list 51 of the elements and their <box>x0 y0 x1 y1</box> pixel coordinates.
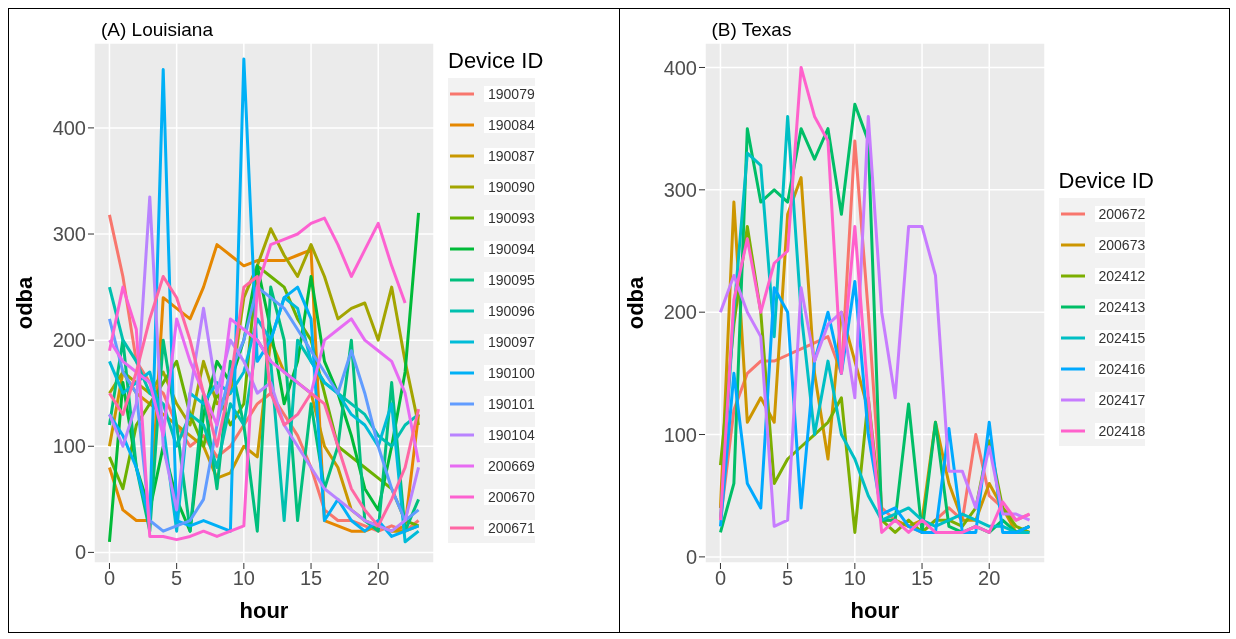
legend-title: Device ID <box>1058 168 1155 194</box>
x-tick-label: 5 <box>781 567 793 590</box>
legend-label: 190090 <box>484 178 535 195</box>
legend-label: 202415 <box>1094 329 1146 346</box>
y-tick-label: 300 <box>52 223 86 246</box>
y-tick-label: 100 <box>52 435 86 458</box>
legend-label: 190093 <box>484 209 535 226</box>
legend-label: 190084 <box>484 116 535 133</box>
y-tick-label: 200 <box>52 329 86 352</box>
legend-label: 190104 <box>484 426 535 443</box>
y-tick-label: 300 <box>663 178 697 201</box>
x-tick-label: 10 <box>232 567 255 590</box>
legend-label: 190087 <box>484 147 535 164</box>
legend-label: 202417 <box>1094 391 1146 408</box>
x-tick-label: 15 <box>299 567 323 590</box>
x-axis-title: hour <box>850 598 900 623</box>
legend-label: 190079 <box>484 85 535 102</box>
legend-title: Device ID <box>448 48 545 74</box>
y-axis-title: odba <box>11 275 37 330</box>
legend-label: 202413 <box>1094 298 1146 315</box>
legend-label: 200671 <box>484 519 535 536</box>
legend-label: 200670 <box>484 488 535 505</box>
y-tick-label: 400 <box>52 117 86 139</box>
legend-label: 200669 <box>484 457 535 474</box>
x-tick-label: 5 <box>171 567 183 590</box>
x-tick-label: 0 <box>103 567 116 590</box>
x-tick-label: 10 <box>843 567 866 590</box>
x-tick-label: 15 <box>910 567 933 590</box>
x-axis-title: hour <box>239 598 289 623</box>
x-tick-label: 0 <box>714 567 726 590</box>
x-tick-label: 20 <box>367 567 390 590</box>
legend-label: 190097 <box>484 333 535 350</box>
y-tick-label: 100 <box>663 423 697 446</box>
legend-label: 202412 <box>1094 267 1146 284</box>
legend-label: 202416 <box>1094 360 1146 377</box>
y-axis-title: odba <box>622 275 648 330</box>
chart-title: (B) Texas <box>711 19 792 41</box>
legend-label: 200672 <box>1094 205 1146 222</box>
y-tick-label: 0 <box>74 541 86 564</box>
y-tick-label: 400 <box>663 56 697 79</box>
legend-label: 190095 <box>484 271 535 288</box>
chart-title: (A) Louisiana <box>101 19 213 41</box>
legend-label: 202418 <box>1094 422 1146 439</box>
legend-label: 200673 <box>1094 236 1146 253</box>
legend-label: 190101 <box>484 395 535 412</box>
y-tick-label: 0 <box>685 545 697 568</box>
legend-label: 190096 <box>484 302 535 319</box>
y-tick-label: 200 <box>663 301 697 324</box>
legend-label: 190100 <box>484 364 535 381</box>
legend-label: 190094 <box>484 240 535 257</box>
x-tick-label: 20 <box>977 567 1000 590</box>
